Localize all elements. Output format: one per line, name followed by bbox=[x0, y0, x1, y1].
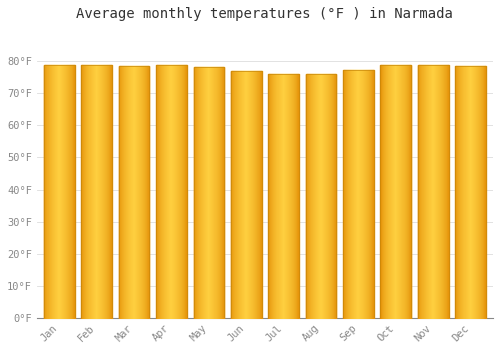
Title: Average monthly temperatures (°F ) in Narmada: Average monthly temperatures (°F ) in Na… bbox=[76, 7, 454, 21]
